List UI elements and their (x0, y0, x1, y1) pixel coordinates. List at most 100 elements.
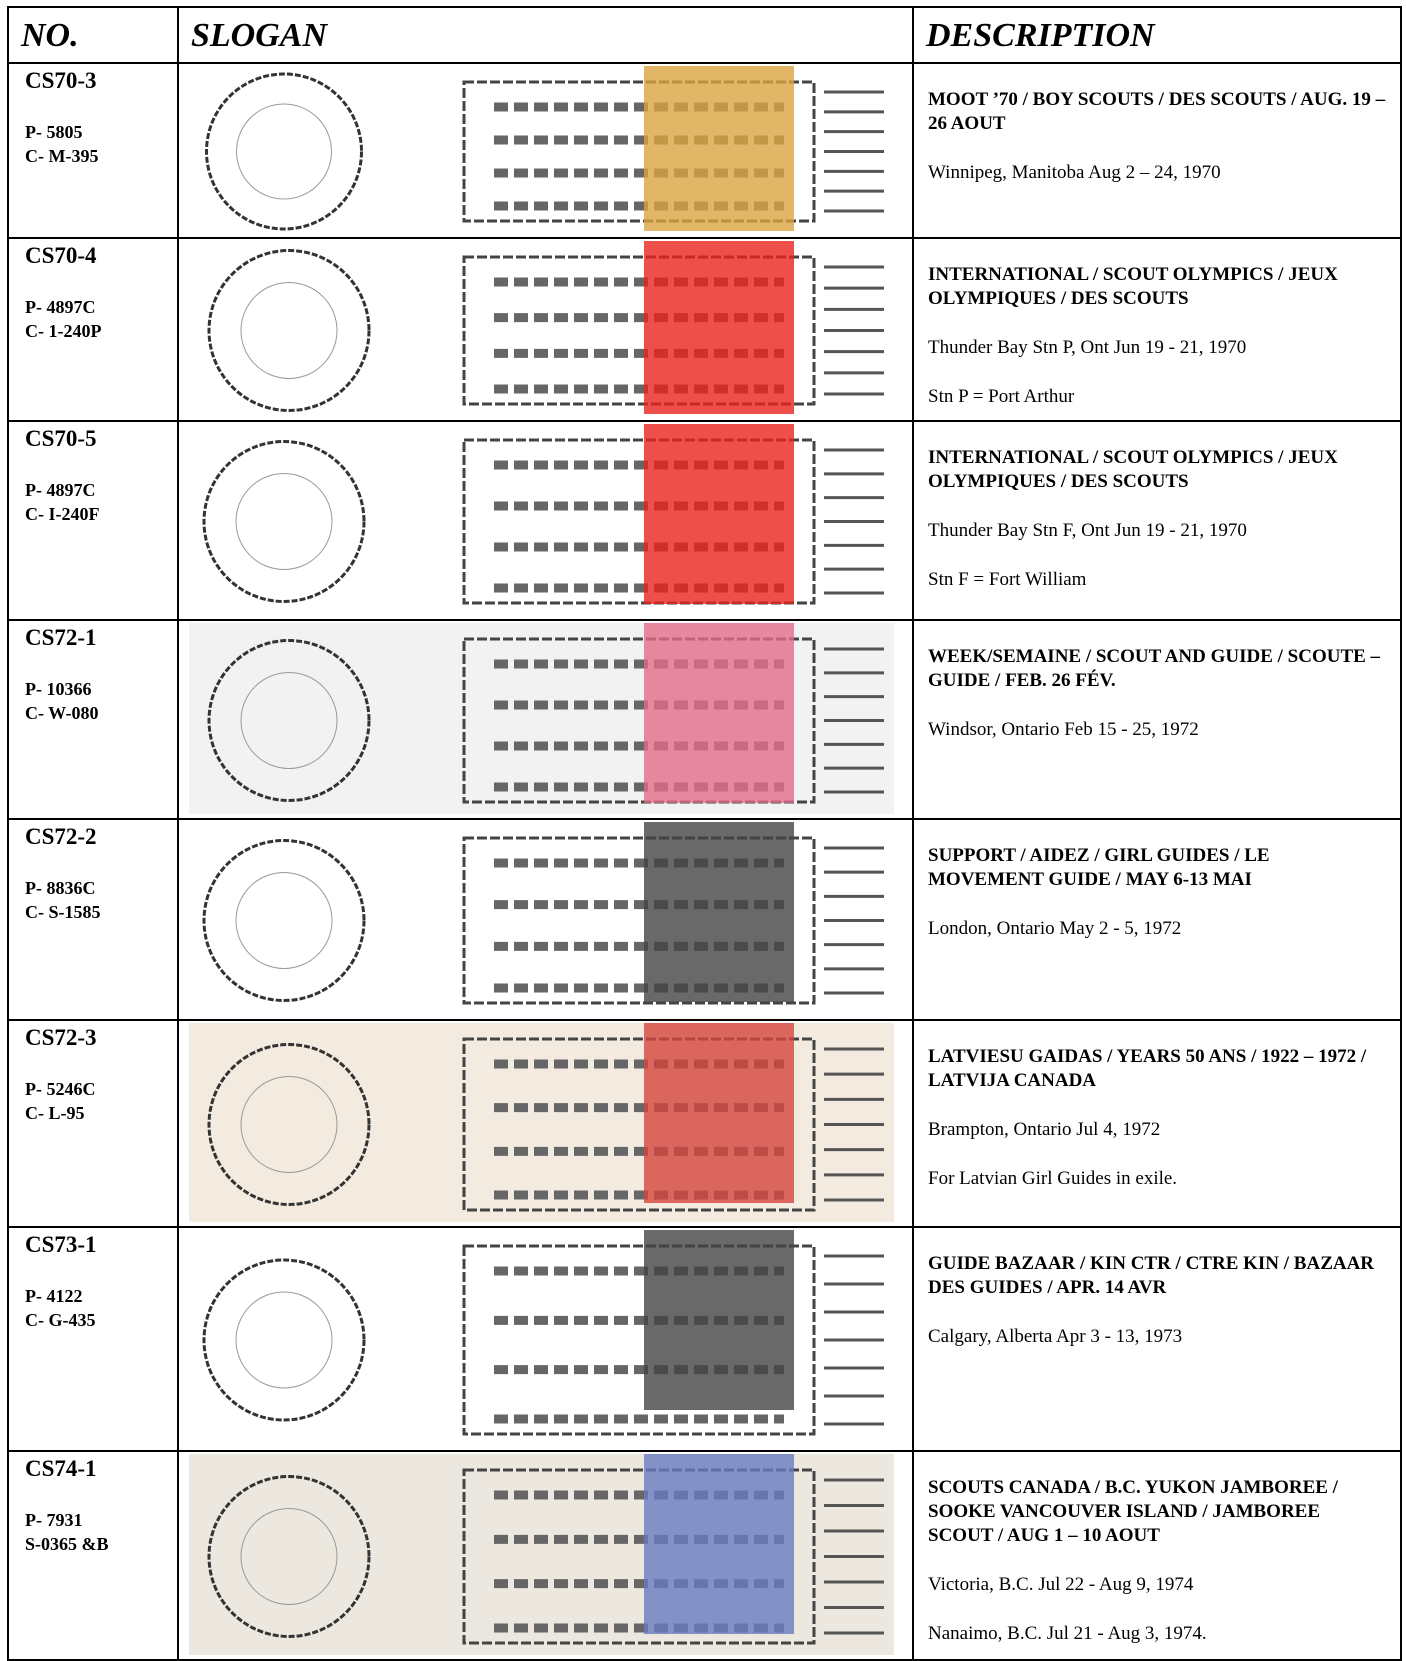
datestamp-inner (236, 103, 332, 200)
code: C- W-080 (25, 703, 99, 723)
datestamp (202, 440, 366, 603)
stamp (644, 424, 794, 604)
slogan-text: GUIDE BAZAAR / KIN CTR / CTRE KIN / BAZA… (928, 1253, 1375, 1298)
datestamp-inner (240, 672, 338, 769)
description-cell: INTERNATIONAL / SCOUT OLYMPICS / JEUX OL… (912, 237, 1402, 422)
stamp (644, 241, 794, 414)
datestamp-inner (240, 282, 338, 379)
code: C- S-1585 (25, 902, 101, 922)
slogan-box (462, 1244, 816, 1436)
codes: P- 4897C C- 1-240P (25, 295, 161, 343)
description-note: For Latvian Girl Guides in exile. (928, 1168, 1178, 1189)
stamp (644, 1023, 794, 1203)
code: P- 4897C (25, 297, 96, 317)
datestamp-inner (235, 1291, 333, 1389)
codes: P- 5246C C- L-95 (25, 1077, 161, 1125)
datestamp-inner (240, 1076, 338, 1173)
entry-id: CS70-4 (25, 243, 97, 268)
codes: P- 5805 C- M-395 (25, 120, 161, 168)
slogan-cell (177, 420, 914, 621)
codes: P- 7931 S-0365 &B (25, 1508, 161, 1556)
slogan-text: INTERNATIONAL / SCOUT OLYMPICS / JEUX OL… (928, 264, 1338, 309)
slogan-text: SUPPORT / AIDEZ / GIRL GUIDES / LE MOVEM… (928, 845, 1270, 890)
header-cell: NO. (7, 6, 179, 64)
datestamp (207, 639, 371, 802)
slogan-text: MOOT ’70 / BOY SCOUTS / DES SCOUTS / AUG… (928, 89, 1386, 134)
postmark-image (189, 1230, 894, 1446)
description-note: Victoria, B.C. Jul 22 - Aug 9, 1974 (928, 1574, 1194, 1595)
code: P- 5246C (25, 1079, 96, 1099)
description-note: Calgary, Alberta Apr 3 - 13, 1973 (928, 1326, 1183, 1347)
entry-id: CS74-1 (25, 1456, 97, 1481)
codes: P- 4122 C- G-435 (25, 1284, 161, 1332)
code: P- 8836C (25, 878, 96, 898)
stamp (644, 66, 794, 231)
description-cell: MOOT ’70 / BOY SCOUTS / DES SCOUTS / AUG… (912, 62, 1402, 239)
description-note: Brampton, Ontario Jul 4, 1972 (928, 1119, 1161, 1140)
code: C- G-435 (25, 1310, 96, 1330)
slogan-box (462, 80, 816, 223)
id-cell: CS72-2 P- 8836C C- S-1585 (7, 818, 179, 1021)
description-cell: LATVIESU GAIDAS / YEARS 50 ANS / 1922 – … (912, 1019, 1402, 1228)
entry-id: CS72-1 (25, 625, 97, 650)
slogan-text: INTERNATIONAL / SCOUT OLYMPICS / JEUX OL… (928, 447, 1338, 492)
codes: P- 10366 C- W-080 (25, 677, 161, 725)
description-note: Stn P = Port Arthur (928, 386, 1075, 407)
entry-id: CS73-1 (25, 1232, 97, 1257)
postmark-image (189, 822, 894, 1015)
slogan-cell (177, 1450, 914, 1661)
description-cell: WEEK/SEMAINE / SCOUT AND GUIDE / SCOUTE … (912, 619, 1402, 820)
postmark-image (189, 66, 894, 233)
slogan-text: LATVIESU GAIDAS / YEARS 50 ANS / 1922 – … (928, 1046, 1367, 1091)
id-cell: CS72-1 P- 10366 C- W-080 (7, 619, 179, 820)
entry-id: CS70-5 (25, 426, 97, 451)
id-cell: CS70-5 P- 4897C C- I-240F (7, 420, 179, 621)
datestamp-inner (240, 1508, 338, 1605)
description-note: Nanaimo, B.C. Jul 21 - Aug 3, 1974. (928, 1623, 1207, 1644)
slogan-cell (177, 62, 914, 239)
stamp (644, 623, 794, 803)
header-text: NO. (21, 17, 79, 54)
code: P- 10366 (25, 679, 92, 699)
slogan-text: SCOUTS CANADA / B.C. YUKON JAMBOREE / SO… (928, 1477, 1338, 1546)
datestamp (207, 249, 371, 412)
description-note: Windsor, Ontario Feb 15 - 25, 1972 (928, 719, 1199, 740)
datestamp-inner (235, 872, 333, 969)
slogan-box (462, 1037, 816, 1212)
slogan-cell (177, 619, 914, 820)
code: C- L-95 (25, 1103, 85, 1123)
description-note: London, Ontario May 2 - 5, 1972 (928, 918, 1182, 939)
description-note: Thunder Bay Stn F, Ont Jun 19 - 21, 1970 (928, 520, 1247, 541)
description-note: Stn F = Fort William (928, 569, 1087, 590)
stamp (644, 1454, 794, 1634)
codes: P- 8836C C- S-1585 (25, 876, 161, 924)
code: P- 4897C (25, 480, 96, 500)
slogan-cell (177, 818, 914, 1021)
stamp (644, 822, 794, 1002)
header-cell: SLOGAN (177, 6, 914, 64)
slogan-box (462, 637, 816, 804)
description-cell: SUPPORT / AIDEZ / GIRL GUIDES / LE MOVEM… (912, 818, 1402, 1021)
datestamp (207, 1043, 371, 1206)
id-cell: CS73-1 P- 4122 C- G-435 (7, 1226, 179, 1452)
code: C- 1-240P (25, 321, 102, 341)
codes: P- 4897C C- I-240F (25, 478, 161, 526)
header-text: SLOGAN (191, 17, 328, 54)
datestamp-inner (235, 473, 333, 570)
datestamp (207, 1475, 371, 1638)
slogan-box (462, 255, 816, 406)
code: P- 7931 (25, 1510, 83, 1530)
datestamp (202, 839, 366, 1002)
datestamp (205, 72, 363, 231)
slogan-text: WEEK/SEMAINE / SCOUT AND GUIDE / SCOUTE … (928, 646, 1381, 691)
slogan-box (462, 438, 816, 605)
description-cell: SCOUTS CANADA / B.C. YUKON JAMBOREE / SO… (912, 1450, 1402, 1661)
slogan-cell (177, 1019, 914, 1228)
postmark-image (189, 424, 894, 615)
code: C- M-395 (25, 146, 99, 166)
postmark-image (189, 1023, 894, 1222)
id-cell: CS74-1 P- 7931 S-0365 &B (7, 1450, 179, 1661)
datestamp (202, 1258, 366, 1422)
stamp (644, 1230, 794, 1410)
